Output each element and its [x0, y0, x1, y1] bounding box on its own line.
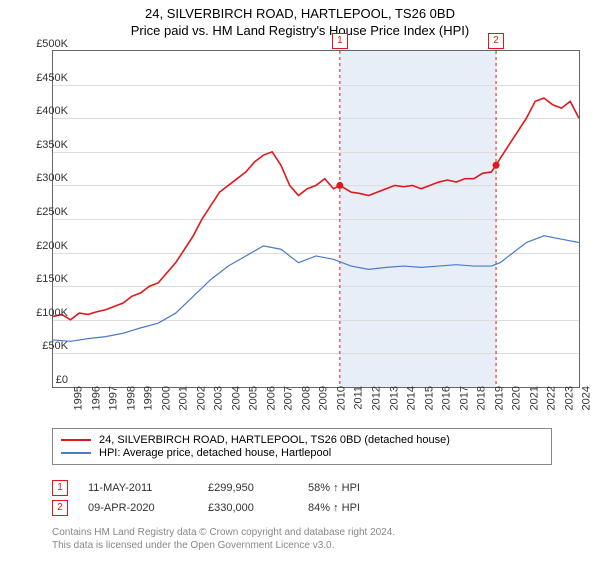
x-axis-tick: 2015 — [423, 386, 435, 410]
x-axis-tick: 2007 — [283, 386, 295, 410]
footer-line: Contains HM Land Registry data © Crown c… — [52, 526, 395, 539]
x-axis-tick: 1998 — [125, 386, 137, 410]
x-axis-tick: 2001 — [178, 386, 190, 410]
x-axis-tick: 1996 — [90, 386, 102, 410]
chart-marker-box: 1 — [332, 33, 348, 49]
y-axis-tick: £500K — [36, 38, 68, 50]
y-axis-tick: £150K — [36, 273, 68, 285]
x-axis-tick: 2017 — [458, 386, 470, 410]
chart-legend: 24, SILVERBIRCH ROAD, HARTLEPOOL, TS26 0… — [52, 428, 552, 465]
x-axis-tick: 2024 — [581, 386, 593, 410]
y-axis-tick: £350K — [36, 139, 68, 151]
sale-hpi: 84% ↑ HPI — [308, 502, 388, 514]
x-axis-tick: 2020 — [511, 386, 523, 410]
sale-date: 11-MAY-2011 — [88, 482, 188, 494]
sale-price: £299,950 — [208, 482, 288, 494]
chart-marker-box: 2 — [488, 33, 504, 49]
price-chart: 12 — [52, 50, 580, 388]
y-axis-tick: £400K — [36, 105, 68, 117]
sales-table: 1 11-MAY-2011 £299,950 58% ↑ HPI 2 09-AP… — [52, 476, 388, 520]
legend-label: 24, SILVERBIRCH ROAD, HARTLEPOOL, TS26 0… — [99, 434, 450, 446]
x-axis-tick: 2006 — [265, 386, 277, 410]
chart-title-address: 24, SILVERBIRCH ROAD, HARTLEPOOL, TS26 0… — [0, 6, 600, 21]
x-axis-tick: 2014 — [406, 386, 418, 410]
x-axis-tick: 1997 — [108, 386, 120, 410]
x-axis-tick: 2008 — [300, 386, 312, 410]
x-axis-tick: 1999 — [143, 386, 155, 410]
legend-label: HPI: Average price, detached house, Hart… — [99, 447, 331, 459]
y-axis-tick: £200K — [36, 240, 68, 252]
x-axis-tick: 2023 — [563, 386, 575, 410]
x-axis-tick: 2016 — [441, 386, 453, 410]
sale-row: 2 09-APR-2020 £330,000 84% ↑ HPI — [52, 500, 388, 516]
y-axis-tick: £250K — [36, 206, 68, 218]
legend-item: 24, SILVERBIRCH ROAD, HARTLEPOOL, TS26 0… — [61, 434, 543, 446]
y-axis-tick: £100K — [36, 307, 68, 319]
legend-swatch — [61, 439, 91, 441]
footer-line: This data is licensed under the Open Gov… — [52, 539, 395, 552]
x-axis-tick: 2013 — [388, 386, 400, 410]
y-axis-tick: £50K — [42, 340, 68, 352]
x-axis-tick: 2005 — [248, 386, 260, 410]
x-axis-tick: 2012 — [371, 386, 383, 410]
x-axis-tick: 2000 — [160, 386, 172, 410]
x-axis-tick: 2021 — [528, 386, 540, 410]
sale-row: 1 11-MAY-2011 £299,950 58% ↑ HPI — [52, 480, 388, 496]
x-axis-tick: 2010 — [335, 386, 347, 410]
y-axis-tick: £450K — [36, 72, 68, 84]
x-axis-tick: 2011 — [352, 386, 364, 410]
sale-marker-box: 1 — [52, 480, 68, 496]
y-axis-tick: £0 — [56, 374, 68, 386]
legend-swatch — [61, 452, 91, 454]
legend-item: HPI: Average price, detached house, Hart… — [61, 447, 543, 459]
sale-hpi: 58% ↑ HPI — [308, 482, 388, 494]
x-axis-tick: 2002 — [195, 386, 207, 410]
sale-date: 09-APR-2020 — [88, 502, 188, 514]
y-axis-tick: £300K — [36, 172, 68, 184]
x-axis-tick: 2018 — [476, 386, 488, 410]
sale-marker-box: 2 — [52, 500, 68, 516]
footer-attribution: Contains HM Land Registry data © Crown c… — [52, 526, 395, 552]
x-axis-tick: 2022 — [546, 386, 558, 410]
sale-price: £330,000 — [208, 502, 288, 514]
x-axis-tick: 2009 — [318, 386, 330, 410]
x-axis-tick: 2004 — [230, 386, 242, 410]
x-axis-tick: 1995 — [72, 386, 84, 410]
x-axis-tick: 2019 — [493, 386, 505, 410]
chart-title-subtitle: Price paid vs. HM Land Registry's House … — [0, 23, 600, 38]
x-axis-tick: 2003 — [213, 386, 225, 410]
